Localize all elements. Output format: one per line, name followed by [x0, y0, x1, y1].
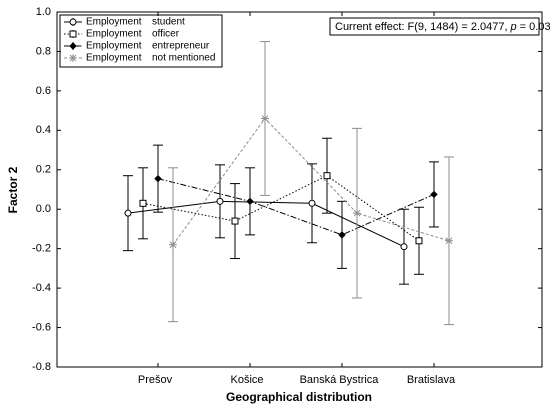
marker: [415, 237, 423, 245]
marker: [338, 231, 346, 239]
annotation-box: [329, 17, 540, 36]
series-line: [172, 117, 450, 246]
y-tick-label: 0.8: [36, 45, 51, 57]
x-tick-label: Košice: [230, 374, 263, 386]
y-axis-title: Factor 2: [6, 166, 20, 213]
marker: [231, 217, 239, 225]
marker: [69, 30, 77, 38]
marker: [69, 18, 77, 26]
legend-factor: Employment: [86, 53, 142, 64]
y-tick-label: -0.2: [32, 243, 51, 255]
marker: [430, 190, 438, 199]
marker-stroke: [445, 237, 453, 245]
marker-stroke: [353, 209, 361, 217]
marker: [154, 174, 162, 183]
legend-factor: Employment: [86, 41, 142, 52]
marker-stroke: [169, 241, 177, 249]
legend-entry: Employment not mentioned: [64, 53, 215, 64]
legend-factor: Employment: [86, 29, 142, 40]
annotation-p: p: [510, 21, 517, 33]
y-tick-label: 0.4: [36, 124, 51, 136]
marker: [139, 199, 147, 207]
legend-label: student: [152, 17, 185, 28]
legend-entry: Employment officer: [64, 29, 180, 40]
marker: [308, 199, 316, 207]
series-line: [142, 175, 420, 242]
x-axis-title: Geographical distribution: [226, 390, 372, 404]
legend-label: entrepreneur: [152, 41, 210, 52]
x-tick-label: Banská Bystrica: [300, 374, 380, 386]
y-tick-label: -0.8: [32, 361, 51, 373]
legend-entry: Employment student: [64, 17, 185, 28]
marker: [246, 197, 254, 206]
series-line: [157, 178, 435, 236]
marker: [124, 209, 132, 217]
y-tick-label: 0.2: [36, 164, 51, 176]
x-tick-label: Prešov: [138, 374, 173, 386]
y-tick-label: 0.0: [36, 203, 51, 215]
marker: [400, 243, 408, 251]
plot-frame: [56, 11, 543, 368]
annotation-lead: Current effect: F(9, 1484) = 2.0477,: [335, 21, 508, 33]
marker: [216, 197, 224, 205]
marker: [353, 209, 361, 218]
marker: [169, 240, 177, 249]
legend-box: [59, 14, 223, 68]
marker-stroke: [261, 115, 269, 122]
x-tick-label: Bratislava: [407, 374, 456, 386]
y-tick-label: -0.4: [32, 282, 51, 294]
legend-factor: Employment: [86, 17, 142, 28]
y-tick-label: 1.0: [36, 6, 51, 18]
legend-entry: Employment entrepreneur: [64, 41, 210, 52]
marker: [261, 114, 269, 123]
legend-label: not mentioned: [152, 53, 215, 64]
marker: [323, 172, 331, 180]
marker: [69, 54, 77, 62]
y-tick-label: 0.6: [36, 85, 51, 97]
y-tick-label: -0.6: [32, 321, 51, 333]
annotation: Current effect: F(9, 1484) = 2.0477, p = 0…: [335, 21, 550, 33]
annotation-tail: = 0.03123: [520, 21, 550, 33]
series-line: [127, 200, 405, 248]
marker-stroke: [69, 54, 77, 62]
marker: [445, 236, 453, 245]
legend-label: officer: [152, 29, 180, 40]
marker: [69, 42, 77, 50]
